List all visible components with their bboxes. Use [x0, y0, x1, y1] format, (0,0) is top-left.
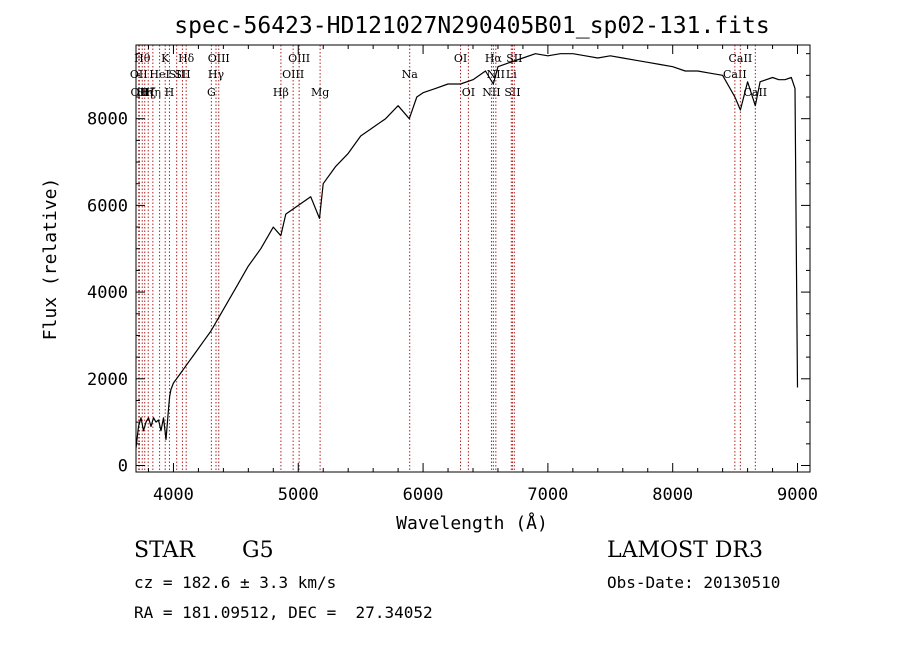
- y-tick-label-0: 0: [118, 456, 128, 476]
- line-marker-label-25: Li: [506, 68, 517, 81]
- line-marker-label-16: OIII: [282, 68, 304, 81]
- line-marker-label-10: Hδ: [178, 52, 195, 65]
- y-tick-label-4: 8000: [87, 110, 128, 130]
- obs-date-readout: Obs-Date: 20130510: [607, 573, 781, 592]
- line-marker-label-8: H: [165, 86, 175, 99]
- redshift-readout: cz = 182.6 ± 3.3 km/s: [134, 573, 337, 592]
- y-tick-label-2: 4000: [87, 283, 128, 303]
- line-marker-label-19: Na: [402, 68, 419, 81]
- line-marker-label-28: CaII: [723, 68, 747, 81]
- x-tick-label-5: 9000: [777, 485, 818, 505]
- line-marker-label-1: OII: [131, 86, 149, 99]
- line-marker-label-12: G: [207, 86, 216, 99]
- survey-label: LAMOST DR3: [607, 538, 763, 563]
- object-subclass-label: G5: [242, 538, 274, 563]
- line-marker-label-3: Hη: [137, 86, 153, 99]
- coordinates-readout: RA = 181.09512, DEC = 27.34052: [134, 603, 433, 622]
- line-marker-label-0: OII: [130, 68, 148, 81]
- x-tick-label-1: 5000: [278, 485, 319, 505]
- line-marker-label-13: Hγ: [208, 68, 225, 81]
- line-marker-label-22: NII: [482, 86, 500, 99]
- line-marker-label-6: HeI: [149, 68, 169, 81]
- line-marker-label-23: Hα: [485, 52, 503, 65]
- y-axis-label: Flux (relative): [40, 178, 61, 341]
- series-flux: [135, 53, 799, 449]
- line-marker-label-15: Hβ: [273, 86, 289, 99]
- line-marker-label-5: Hη: [145, 86, 161, 99]
- line-marker-label-7: K: [161, 52, 170, 65]
- line-marker-label-29: CaII: [729, 52, 753, 65]
- plot-frame: [135, 44, 811, 473]
- line-marker-label-4: Hζ: [140, 86, 156, 99]
- chart-title: spec-56423-HD121027N290405B01_sp02-131.f…: [174, 13, 769, 39]
- y-tick-label-1: 2000: [87, 370, 128, 390]
- x-tick-label-0: 4000: [153, 485, 194, 505]
- line-marker-label-26: SII: [504, 86, 520, 99]
- line-marker-label-18: Mg: [311, 86, 329, 99]
- object-class-label: STAR: [134, 538, 195, 563]
- line-marker-label-14: OIII: [208, 52, 230, 65]
- x-axis-label: Wavelength (Å): [396, 512, 548, 534]
- y-tick-label-3: 6000: [87, 196, 128, 216]
- line-marker-label-21: OI: [462, 86, 475, 99]
- line-marker-label-11: SII: [174, 68, 190, 81]
- line-marker-label-20: OI: [454, 52, 467, 65]
- x-tick-label-3: 7000: [527, 485, 568, 505]
- x-tick-label-2: 6000: [403, 485, 444, 505]
- x-tick-label-4: 8000: [652, 485, 693, 505]
- line-marker-label-2: Hθ: [134, 52, 151, 65]
- line-marker-label-9: SII: [169, 68, 185, 81]
- line-marker-label-30: CaII: [743, 86, 767, 99]
- line-marker-label-17: OIII: [288, 52, 310, 65]
